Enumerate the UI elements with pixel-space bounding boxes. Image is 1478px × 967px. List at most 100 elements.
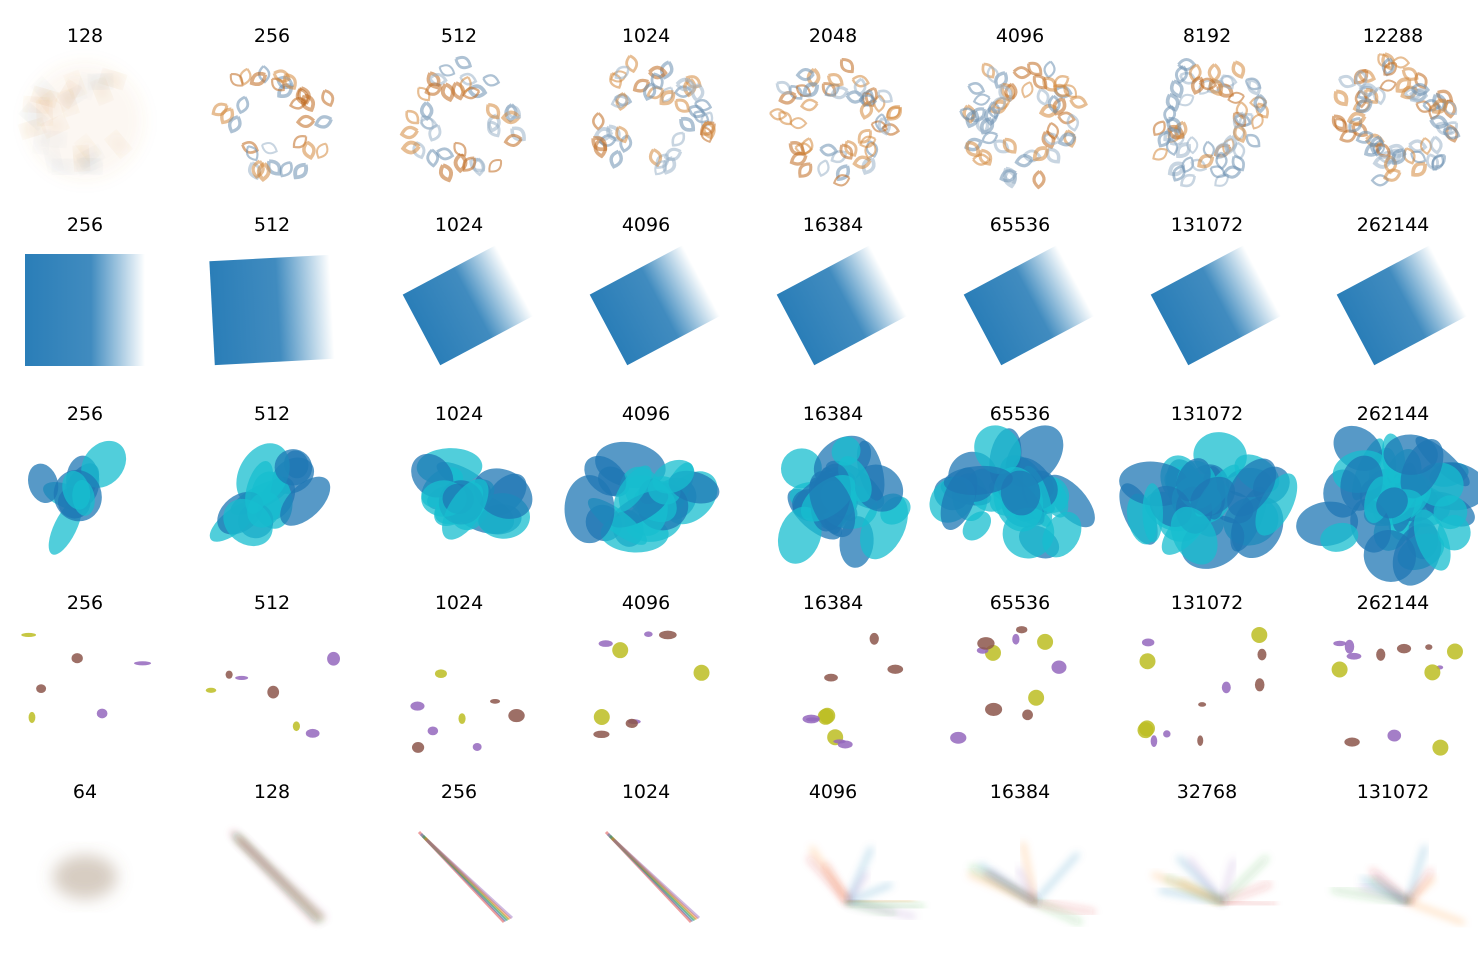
ring-stroke-mark xyxy=(789,117,808,130)
ring-stroke-mark xyxy=(1043,60,1056,79)
panel-label: 512 xyxy=(254,403,290,425)
ring-stroke-mark xyxy=(1354,69,1368,89)
ring-stroke-mark xyxy=(614,65,630,80)
ring-stroke-mark xyxy=(690,83,705,103)
streak-mark xyxy=(1020,841,1037,903)
ring-stroke-mark xyxy=(1379,79,1397,92)
panel-label: 256 xyxy=(441,781,477,803)
panel-label: 4096 xyxy=(996,25,1044,47)
ring-stroke-mark xyxy=(1167,161,1186,177)
ring-stroke-mark xyxy=(775,80,792,95)
blob-mark xyxy=(613,465,652,513)
ring-stroke-mark xyxy=(794,142,813,155)
ring-stroke-mark xyxy=(675,77,696,92)
streak-mark xyxy=(53,855,117,899)
ring-stroke-mark xyxy=(293,162,309,180)
ring-stroke-mark xyxy=(965,109,980,129)
block-mark xyxy=(402,245,533,366)
ring-stroke-mark xyxy=(1355,130,1374,144)
ring-stroke-mark xyxy=(1333,89,1349,107)
panel-label: 4096 xyxy=(622,214,670,236)
streak-mark xyxy=(608,834,697,922)
ring-stroke-mark xyxy=(424,82,443,96)
ring-stroke-mark xyxy=(642,82,657,101)
blob-mark xyxy=(1000,470,1041,516)
panel-label: 4096 xyxy=(809,781,857,803)
panel-4-1: 128 xyxy=(230,781,327,924)
block-mark xyxy=(589,245,720,366)
ring-stroke-mark xyxy=(292,134,308,149)
panel-2-4: 16384 xyxy=(777,403,911,568)
cluster-mark xyxy=(1257,648,1267,661)
streak-mark xyxy=(606,832,695,923)
panel-label: 128 xyxy=(67,25,103,47)
blob-mark xyxy=(1255,473,1298,536)
cluster-mark xyxy=(1022,709,1033,721)
cluster-mark xyxy=(1198,702,1207,707)
ring-stroke-mark xyxy=(984,106,998,126)
cluster-mark xyxy=(1051,660,1067,674)
cluster-mark xyxy=(134,661,152,666)
cluster-mark xyxy=(644,631,653,637)
streak-mark xyxy=(809,845,850,904)
ring-stroke-mark xyxy=(301,93,316,113)
ring-stroke-mark xyxy=(1186,136,1199,155)
panel-3-6: 131072 xyxy=(1137,592,1268,747)
ring-stroke-mark xyxy=(469,157,485,173)
panel-2-2: 1024 xyxy=(411,403,533,540)
ring-stroke-mark xyxy=(1435,121,1453,136)
ring-stroke-mark xyxy=(986,65,999,84)
cluster-mark xyxy=(977,637,995,650)
ring-stroke-mark xyxy=(1233,124,1247,143)
ring-stroke-mark xyxy=(981,62,995,79)
ring-stroke-mark xyxy=(1253,93,1267,114)
ring-stroke-mark xyxy=(438,163,454,183)
panel-4-0: 64 xyxy=(53,781,117,899)
panel-3-3: 4096 xyxy=(593,592,710,739)
ring-stroke-mark xyxy=(1157,130,1172,148)
ring-stroke-mark xyxy=(1429,135,1443,155)
ring-stroke-mark xyxy=(992,96,1006,112)
blob-mark xyxy=(27,463,59,504)
streak-mark xyxy=(1176,855,1224,904)
ring-stroke-mark xyxy=(1381,52,1395,71)
panel-label: 1024 xyxy=(622,25,670,47)
ring-stroke-mark xyxy=(615,125,629,144)
ring-stroke-mark xyxy=(1442,126,1461,140)
ring-stroke-mark xyxy=(1208,78,1224,97)
cluster-mark xyxy=(593,709,610,726)
cluster-mark xyxy=(1432,739,1449,756)
ring-stroke-mark xyxy=(1227,91,1245,104)
ring-stroke-mark xyxy=(236,95,250,115)
blob-mark xyxy=(962,511,991,541)
ring-stroke-mark xyxy=(454,55,473,70)
ring-stroke-mark xyxy=(500,110,521,125)
ring-stroke-mark xyxy=(967,82,986,95)
blob-mark xyxy=(1437,514,1471,551)
cluster-mark xyxy=(1424,664,1441,681)
ring-stroke-mark xyxy=(981,131,999,145)
ring-stroke-mark xyxy=(399,125,419,140)
ring-stroke-mark xyxy=(453,153,468,174)
ring-stroke-mark xyxy=(1348,116,1363,133)
ring-stroke-mark xyxy=(1370,174,1390,187)
panel-label: 16384 xyxy=(803,214,863,236)
blob-mark xyxy=(831,436,861,466)
ring-stroke-mark xyxy=(802,82,820,98)
panel-label: 512 xyxy=(254,214,290,236)
cluster-mark xyxy=(1028,689,1045,706)
ring-stroke-mark xyxy=(877,89,893,103)
panel-label: 2048 xyxy=(809,25,857,47)
block-mark xyxy=(1336,245,1467,366)
ring-stroke-mark xyxy=(1395,77,1412,93)
panel-label: 131072 xyxy=(1171,592,1244,614)
ring-stroke-mark xyxy=(1221,74,1235,90)
ring-stroke-mark xyxy=(1410,82,1431,97)
cluster-mark xyxy=(1346,652,1362,660)
panel-1-6: 131072 xyxy=(1150,214,1281,366)
panel-4-3: 1024 xyxy=(604,781,701,924)
ring-stroke-mark xyxy=(1177,58,1197,71)
cluster-mark xyxy=(1221,681,1231,694)
blob-mark xyxy=(974,425,1021,475)
panel-0-1: 256 xyxy=(211,25,335,183)
